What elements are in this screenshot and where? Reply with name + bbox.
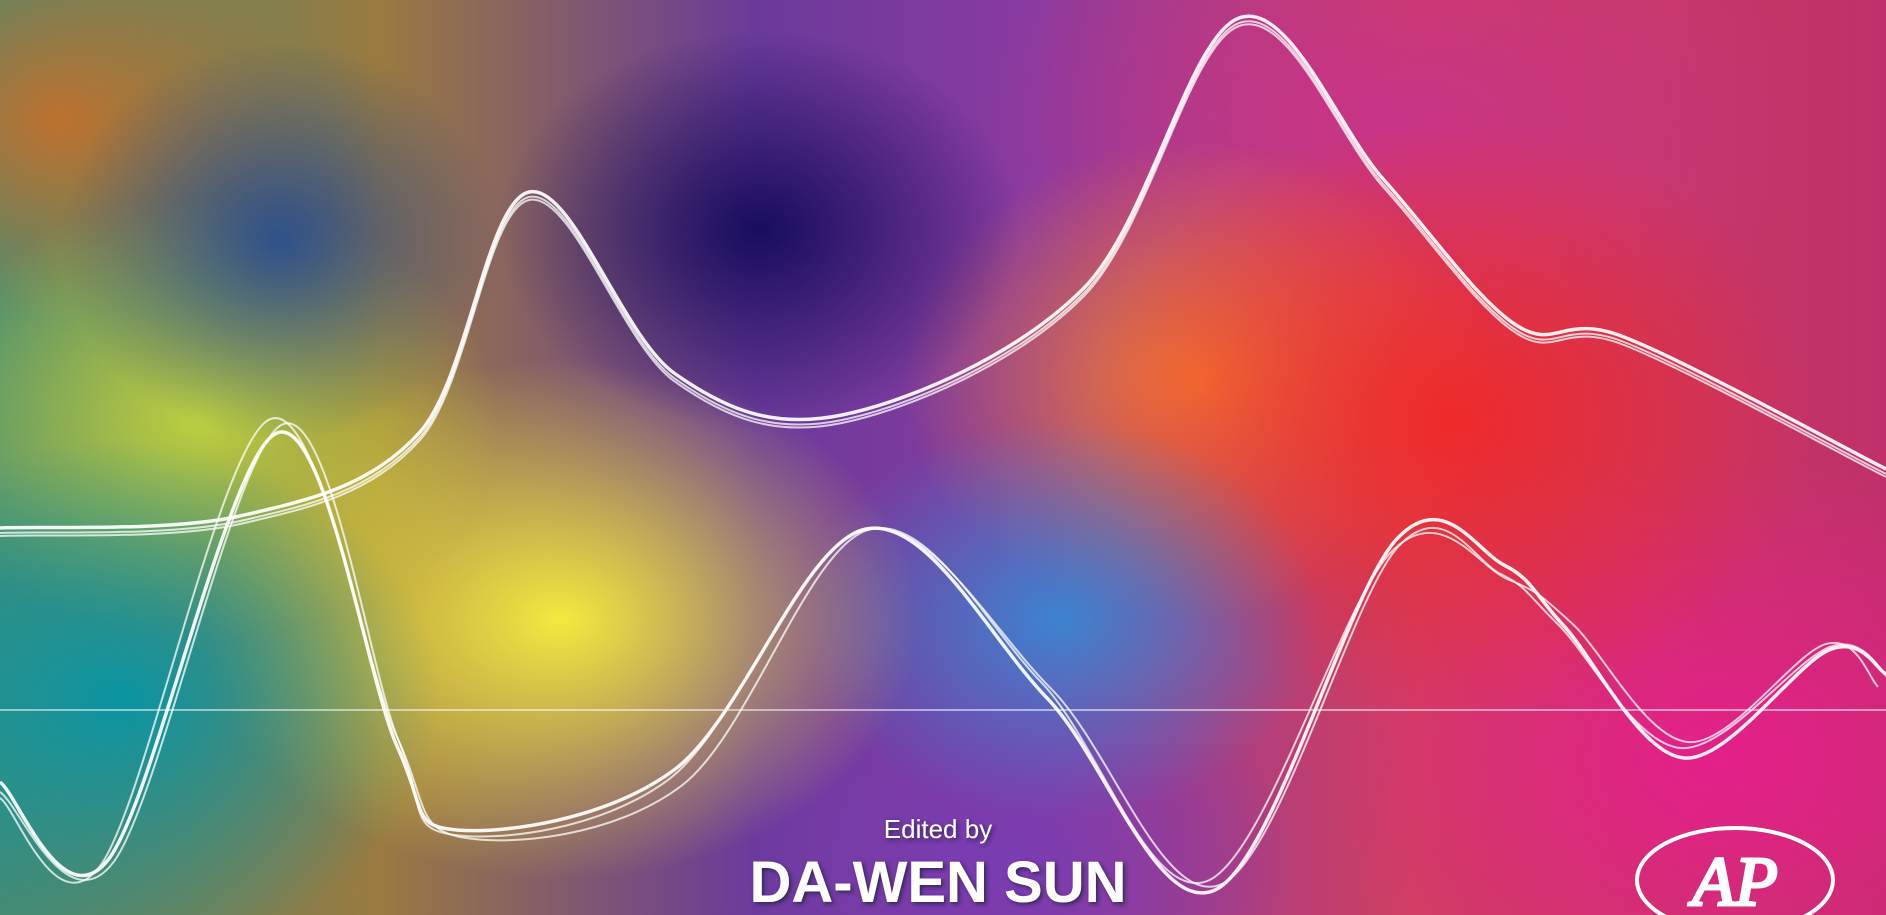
editor-name: DA-WEN SUN — [750, 850, 1127, 915]
wave-line — [0, 23, 1886, 537]
publisher-logo: AP — [1635, 826, 1835, 915]
editor-prefix: Edited by — [884, 814, 992, 844]
wave-line — [0, 417, 1879, 885]
wave-line — [0, 20, 1886, 534]
wave-line — [0, 430, 1886, 895]
logo-text: AP — [1688, 844, 1778, 915]
wave-line — [0, 14, 1886, 530]
wave-lines — [0, 14, 1886, 895]
logo-oval — [1635, 826, 1835, 915]
